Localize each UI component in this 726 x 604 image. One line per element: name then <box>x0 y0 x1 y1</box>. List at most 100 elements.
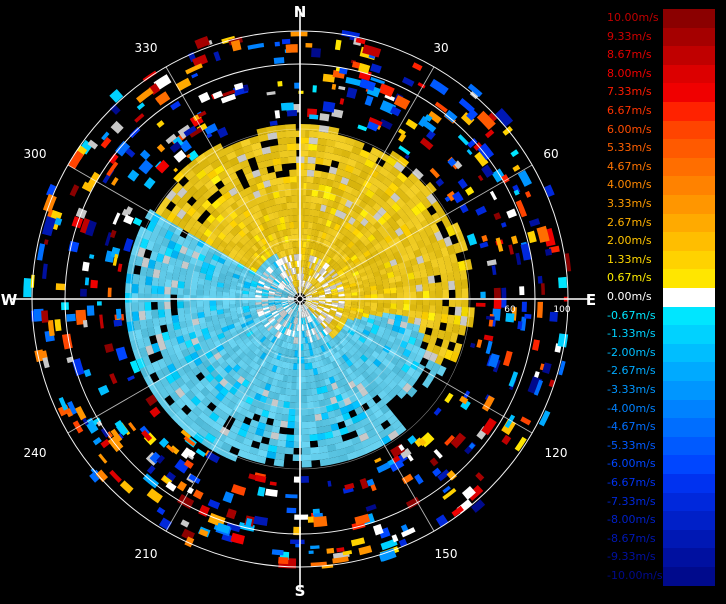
echo-gate <box>104 232 113 247</box>
echo-gate <box>477 174 484 182</box>
echo-gate <box>265 250 272 258</box>
echo-gate <box>373 424 385 435</box>
echo-gate <box>327 267 334 274</box>
echo-gate <box>185 369 196 380</box>
legend-entry: 4.00m/s <box>600 176 726 195</box>
echo-gate <box>160 262 169 272</box>
echo-gate <box>283 341 289 349</box>
echo-gate <box>294 324 298 331</box>
echo-gate <box>355 350 364 358</box>
echo-gate <box>266 192 275 201</box>
echo-gate <box>291 310 295 317</box>
echo-gate <box>411 205 422 217</box>
echo-gate <box>123 214 134 225</box>
echo-gate <box>191 405 203 417</box>
echo-gate <box>229 303 237 309</box>
echo-gate <box>372 229 381 239</box>
echo-gate <box>301 304 305 311</box>
echo-gate <box>253 226 262 235</box>
echo-gate <box>264 186 274 195</box>
echo-gate <box>278 144 289 152</box>
echo-gate <box>237 189 248 199</box>
echo-gate <box>358 323 366 330</box>
echo-gate <box>201 261 210 270</box>
echo-gate <box>372 220 383 231</box>
echo-gate <box>177 419 190 432</box>
radar-ppi-display[interactable]: N S E W 30 60 120 150 210 240 300 330 60… <box>0 0 600 600</box>
echo-gate <box>316 286 323 291</box>
echo-gate <box>345 258 353 266</box>
echo-gate <box>285 381 292 390</box>
echo-gate <box>214 236 223 245</box>
echo-gate <box>179 320 187 329</box>
echo-gate <box>264 259 272 267</box>
echo-gate <box>296 280 299 287</box>
echo-gate <box>183 125 197 137</box>
echo-gate <box>424 260 433 270</box>
echo-gate <box>310 262 315 270</box>
echo-gate <box>96 420 103 427</box>
echo-gate <box>286 285 292 291</box>
echo-gate <box>282 209 289 217</box>
echo-gate <box>428 233 438 245</box>
echo-gate <box>224 315 233 322</box>
echo-gate <box>250 254 259 262</box>
echo-gate <box>282 374 289 383</box>
echo-gate <box>338 330 346 338</box>
echo-gate <box>312 327 318 335</box>
echo-gate <box>303 288 308 295</box>
echo-gate <box>240 138 252 148</box>
echo-gate <box>248 368 257 377</box>
echo-gate <box>169 390 181 403</box>
echo-gate <box>125 272 134 284</box>
echo-gate <box>286 228 292 236</box>
echo-gate <box>301 402 308 409</box>
echo-gate <box>210 309 218 316</box>
echo-gate <box>227 266 236 274</box>
echo-gate <box>244 431 256 441</box>
echo-gate <box>164 286 172 295</box>
echo-gate <box>179 393 191 405</box>
echo-gate <box>151 293 158 303</box>
echo-gate <box>426 193 438 206</box>
echo-gate <box>286 342 291 350</box>
echo-gate <box>284 222 291 230</box>
echo-gate <box>138 310 146 321</box>
echo-gate <box>292 247 297 255</box>
echo-gate <box>273 245 280 254</box>
echo-gate <box>406 386 418 398</box>
echo-gate <box>476 110 496 130</box>
echo-gate <box>177 280 185 289</box>
echo-gate <box>322 371 329 380</box>
echo-gate <box>527 376 543 395</box>
echo-gate <box>327 258 335 266</box>
echo-gate <box>269 273 276 280</box>
echo-gate <box>268 303 276 307</box>
echo-gate <box>269 384 277 393</box>
echo-gate <box>395 309 403 316</box>
echo-gate <box>316 317 322 324</box>
echo-gate <box>243 283 251 289</box>
echo-gate <box>515 252 522 266</box>
echo-gate <box>192 190 203 201</box>
echo-gate <box>280 311 287 317</box>
echo-gate <box>192 270 201 279</box>
echo-gate <box>275 303 282 307</box>
echo-gate <box>180 429 192 440</box>
echo-gate <box>267 341 274 349</box>
echo-gate <box>218 317 226 324</box>
radar-ppi-svg[interactable]: N S E W 30 60 120 150 210 240 300 330 60… <box>0 0 600 600</box>
echo-gate <box>273 269 280 276</box>
echo-gate <box>344 164 355 174</box>
echo-gate <box>110 428 123 443</box>
echo-gate <box>308 255 313 263</box>
echo-gate <box>481 164 494 178</box>
legend-entry-label: 0.67m/s <box>607 271 652 285</box>
azimuth-label-150: 150 <box>435 547 458 561</box>
echo-gate <box>164 293 171 302</box>
echo-gate <box>413 354 424 365</box>
legend-entry-label: -4.67m/s <box>607 420 656 434</box>
echo-gate <box>242 437 253 447</box>
echo-gate <box>320 171 330 180</box>
echo-gate <box>331 292 339 296</box>
